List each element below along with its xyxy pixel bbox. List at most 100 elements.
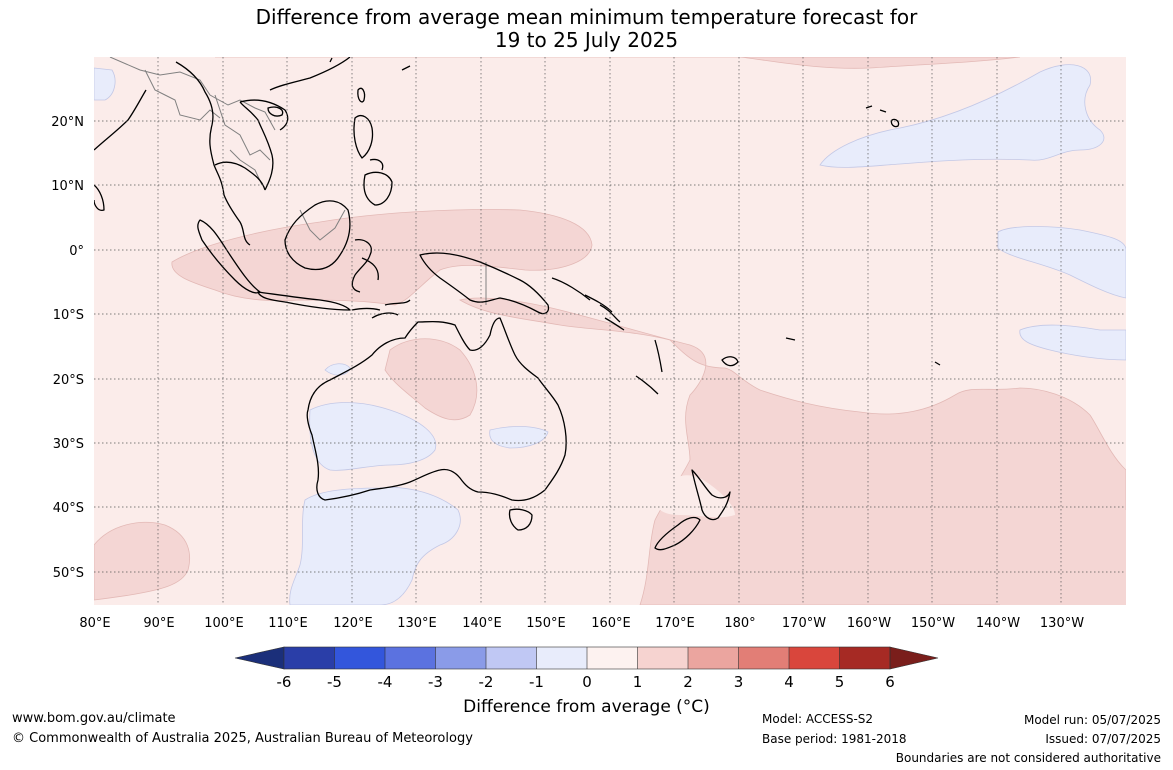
colorbar-tick-label: 0 [582, 673, 592, 691]
map-title-line-1: Difference from average mean minimum tem… [255, 5, 918, 29]
coast-java [257, 291, 351, 311]
lon-label: 160°E [591, 616, 631, 631]
coast-australia [306, 317, 567, 502]
coast-nz-south [654, 516, 701, 551]
issued-date: Issued: 07/07/2025 [1045, 732, 1161, 746]
colorbar-segment [536, 647, 587, 669]
lat-label: 10°S [53, 308, 84, 323]
coast-hainan [267, 106, 284, 117]
warm-region-coral-sea [458, 297, 1126, 605]
lon-label: 80°E [79, 616, 110, 631]
cool-region-south-pacific [1019, 324, 1126, 361]
coastlines [94, 57, 941, 551]
coast-new-caledonia [635, 375, 659, 395]
colorbar-tick-label: 5 [835, 673, 845, 691]
lat-label: 0° [69, 244, 84, 259]
cool-region-southeast-australia [489, 426, 549, 449]
model-name: Model: ACCESS-S2 [762, 712, 874, 726]
colorbar-segment [587, 647, 638, 669]
coast-nz-north [691, 469, 731, 521]
colorbar-tick-label: -5 [327, 673, 342, 691]
coast-luzon [353, 114, 374, 159]
warm-region-north-pacific [215, 57, 1021, 69]
coast-indochina [175, 61, 289, 246]
coast-sulawesi [351, 239, 379, 293]
colorbar-segment [284, 647, 335, 669]
country-borders [109, 57, 487, 305]
lon-label: 110°E [268, 616, 308, 631]
colorbar-tick-label: 4 [784, 673, 794, 691]
colorbar-low-arrow [234, 646, 285, 670]
cool-anomaly-regions [94, 64, 1126, 605]
colorbar-tick-label: 6 [885, 673, 895, 691]
cool-region-north-pacific [819, 64, 1105, 168]
colorbar: -6 -5 -4 -3 -2 -1 0 1 2 3 4 5 6 [234, 646, 939, 691]
colorbar-segment [486, 647, 537, 669]
copyright-text: © Commonwealth of Australia 2025, Austra… [12, 731, 473, 746]
colorbar-segment [839, 647, 890, 669]
cool-region-india [94, 67, 116, 101]
map-title-line-2: 19 to 25 July 2025 [494, 28, 679, 52]
lon-label: 120°E [333, 616, 373, 631]
lat-label: 20°S [53, 373, 84, 388]
lat-label: 10°N [51, 179, 84, 194]
lat-label: 30°S [53, 437, 84, 452]
website-link[interactable]: www.bom.gov.au/climate [12, 711, 176, 726]
coast-small-islands [329, 57, 941, 366]
lon-label: 170°W [782, 616, 826, 631]
lon-label: 160°W [847, 616, 891, 631]
colorbar-tick-label: -6 [277, 673, 292, 691]
cool-region-eq-pacific [997, 226, 1126, 299]
lon-label: 140°W [976, 616, 1020, 631]
colorbar-segment [334, 647, 385, 669]
lon-label: 170°E [655, 616, 695, 631]
colorbar-segment [385, 647, 436, 669]
coast-fiji [721, 356, 739, 367]
lat-label: 40°S [53, 501, 84, 516]
coast-visayas [369, 158, 384, 171]
lat-label: 20°N [51, 115, 84, 130]
coast-new-guinea [419, 252, 550, 315]
cool-region-southwest-australia [309, 402, 437, 471]
neutral-patch-south-pacific [1000, 504, 1126, 605]
colorbar-tick-label: 1 [633, 673, 643, 691]
lon-label: 100°E [204, 616, 244, 631]
coast-india [94, 89, 147, 211]
coast-mindanao [363, 171, 393, 206]
colorbar-segment [789, 647, 840, 669]
base-period: Base period: 1981-2018 [762, 732, 907, 746]
model-run-date: Model run: 05/07/2025 [1023, 713, 1161, 727]
boundaries-disclaimer: Boundaries are not considered authoritat… [895, 751, 1161, 765]
lon-label: 150°W [911, 616, 955, 631]
lat-label: 50°S [53, 566, 84, 581]
lon-label: 140°E [462, 616, 502, 631]
colorbar-title: Difference from average (°C) [463, 697, 710, 717]
warm-region-australia-north [384, 338, 478, 421]
colorbar-tick-label: 2 [683, 673, 693, 691]
colorbar-segment [435, 647, 486, 669]
coast-borneo [284, 200, 351, 271]
colorbar-segment [637, 647, 688, 669]
coast-hawaii [865, 105, 900, 128]
coast-new-britain [551, 277, 621, 323]
colorbar-segment [688, 647, 739, 669]
colorbar-tick-label: -2 [479, 673, 494, 691]
coast-vanuatu [654, 339, 663, 373]
colorbar-segment [738, 647, 789, 669]
colorbar-tick-label: -1 [529, 673, 544, 691]
graticule [94, 57, 1126, 605]
colorbar-tick-label: 3 [734, 673, 744, 691]
warm-anomaly-regions [94, 57, 1126, 605]
lon-label: 150°E [526, 616, 566, 631]
coast-tasmania [508, 508, 533, 531]
coast-lesser-sundas [351, 299, 411, 319]
colorbar-high-arrow [889, 646, 939, 670]
colorbar-tick-label: -3 [428, 673, 443, 691]
lon-label: 130°E [397, 616, 437, 631]
coast-china [269, 57, 351, 91]
lon-label: 180° [724, 616, 755, 631]
coast-taiwan [357, 87, 366, 103]
colorbar-tick-label: -4 [378, 673, 393, 691]
warm-region-southwest [94, 522, 191, 601]
